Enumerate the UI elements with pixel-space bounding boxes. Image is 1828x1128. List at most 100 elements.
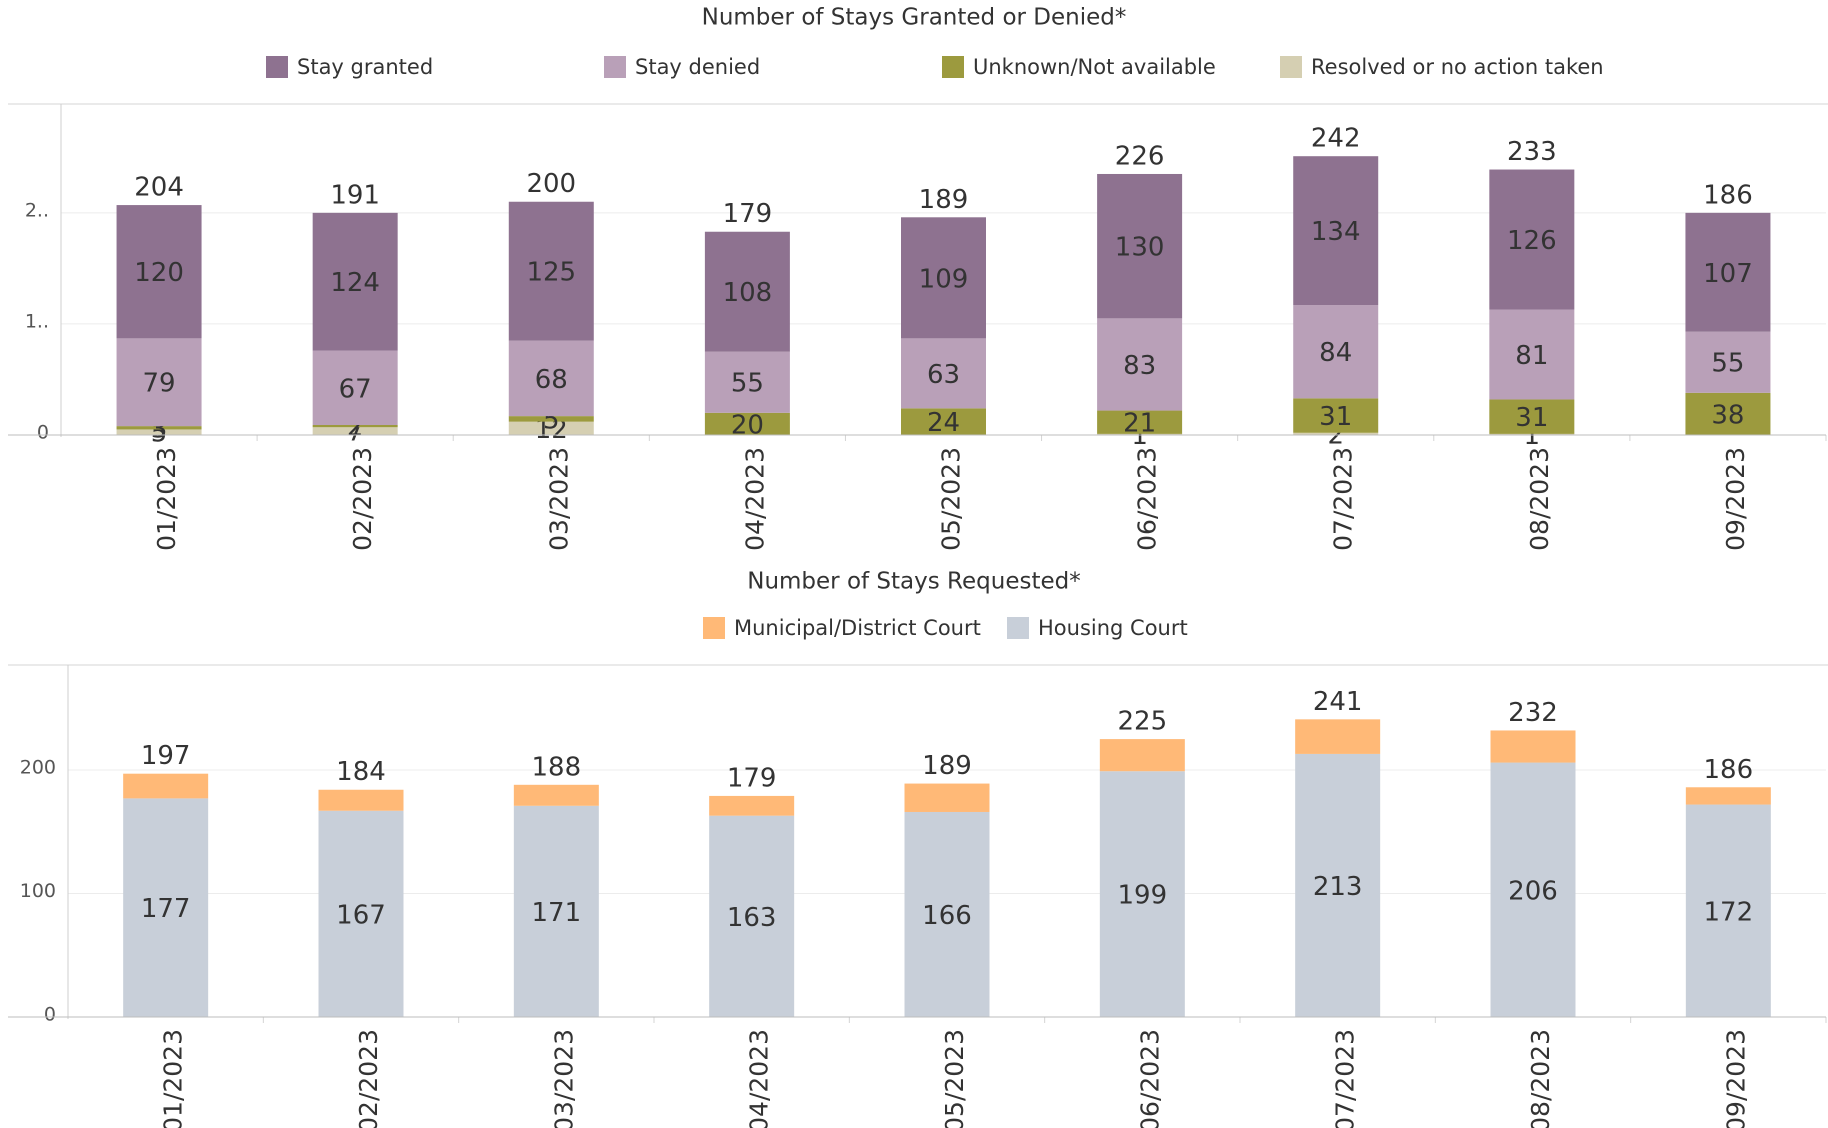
legend-swatch [1280,56,1302,78]
segment-label: 21 [1123,409,1156,439]
segment-label: 109 [919,264,969,294]
x-tick-label: 01/2023 [159,1029,188,1128]
segment-label: 124 [330,268,380,298]
bar-segment [704,412,790,435]
total-label: 179 [727,763,777,793]
x-tick-label: 03/2023 [544,447,573,551]
bar-segment [709,795,795,816]
chart-title: Number of Stays Requested* [747,569,1080,595]
legend-label: Resolved or no action taken [1311,55,1604,79]
total-label: 232 [1508,698,1558,728]
bar-segment [1490,730,1576,763]
x-tick-label: 02/2023 [348,447,377,551]
bar-segment [1685,787,1771,805]
bar-segment [1293,156,1379,306]
x-tick-label: 05/2023 [940,1029,969,1128]
total-label: 189 [922,751,972,781]
x-tick-label: 09/2023 [1721,1029,1750,1128]
legend-label: Municipal/District Court [734,616,981,640]
bar-segment [904,811,990,1017]
bar-segment [312,350,398,426]
segment-label: 177 [141,894,191,924]
bar-segment [1489,169,1575,310]
segment-label: 167 [336,900,386,930]
segment-label: 24 [927,408,960,438]
bar-segment [1099,739,1185,772]
bar-segment [901,408,986,435]
total-label: 188 [532,752,582,782]
segment-label: 172 [1704,897,1754,927]
x-tick-label: 04/2023 [740,447,769,551]
bar-segment [1293,305,1379,399]
total-label: 200 [526,169,576,199]
x-tick-label: 02/2023 [354,1029,383,1128]
bar-segment [709,815,795,1017]
bar-segment [116,426,202,430]
x-tick-label: 08/2023 [1525,447,1554,551]
bar-segment [704,231,790,352]
x-tick-label: 07/2023 [1331,1029,1360,1128]
bar-segment [1293,432,1379,435]
legend-label: Stay granted [297,55,433,79]
bar-segment [1295,719,1381,754]
segment-label: 68 [535,365,568,395]
segment-label: 206 [1508,876,1558,906]
legend-label: Unknown/Not available [973,55,1216,79]
legend-swatch [266,56,288,78]
segment-label: 55 [1711,349,1744,379]
x-tick-label: 05/2023 [937,447,966,551]
segment-label: 130 [1115,233,1165,263]
segment-label: 31 [1319,402,1352,432]
x-tick-label: 08/2023 [1526,1029,1555,1128]
bar-segment [508,340,594,417]
y-tick-label: 0 [44,1004,56,1026]
segment-label: 126 [1507,226,1557,256]
x-tick-label: 01/2023 [152,447,181,551]
total-label: 241 [1313,687,1363,717]
bar-segment [1097,318,1183,411]
bar-segment [1490,762,1576,1017]
bar-segment [116,338,202,427]
total-label: 179 [723,199,773,229]
segment-label: 171 [532,898,582,928]
bar-segment [1489,309,1575,400]
bar-segment [901,217,986,339]
x-tick-label: 09/2023 [1721,447,1750,551]
chart-title: Number of Stays Granted or Denied* [702,5,1127,31]
bar-segment [1685,804,1771,1017]
segment-label: 38 [1711,400,1744,430]
bar-segment [123,773,209,799]
bar-segment [318,789,404,811]
segment-label: 81 [1515,341,1548,371]
bar-segment [1489,433,1575,435]
total-label: 186 [1704,755,1754,785]
segment-label: 108 [723,278,773,308]
total-label: 191 [330,180,380,210]
total-label: 204 [134,173,184,203]
total-label: 233 [1507,137,1557,167]
bar-segment [312,427,398,435]
segment-label: 199 [1118,881,1168,911]
legend-label: Housing Court [1038,616,1188,640]
total-label: 189 [919,185,969,215]
bar-segment [904,783,990,812]
x-tick-label: 07/2023 [1329,447,1358,551]
segment-label: 79 [143,369,176,399]
x-tick-label: 06/2023 [1135,1029,1164,1128]
segment-label: 83 [1123,351,1156,381]
segment-label: 107 [1703,259,1753,289]
bar-segment [1685,331,1771,393]
bar-segment [1685,392,1771,435]
segment-label: 84 [1319,338,1352,368]
legend-label: Stay denied [635,55,760,79]
total-label: 197 [141,741,191,771]
legend-swatch [1007,617,1029,639]
segment-label: 134 [1311,217,1361,247]
segment-label: 55 [731,369,764,399]
legend-swatch [604,56,626,78]
segment-label: 63 [927,360,960,390]
total-label: 225 [1118,707,1168,737]
bar-segment [508,421,594,435]
y-tick-label: 1.. [25,310,49,332]
segment-label: 213 [1313,872,1363,902]
